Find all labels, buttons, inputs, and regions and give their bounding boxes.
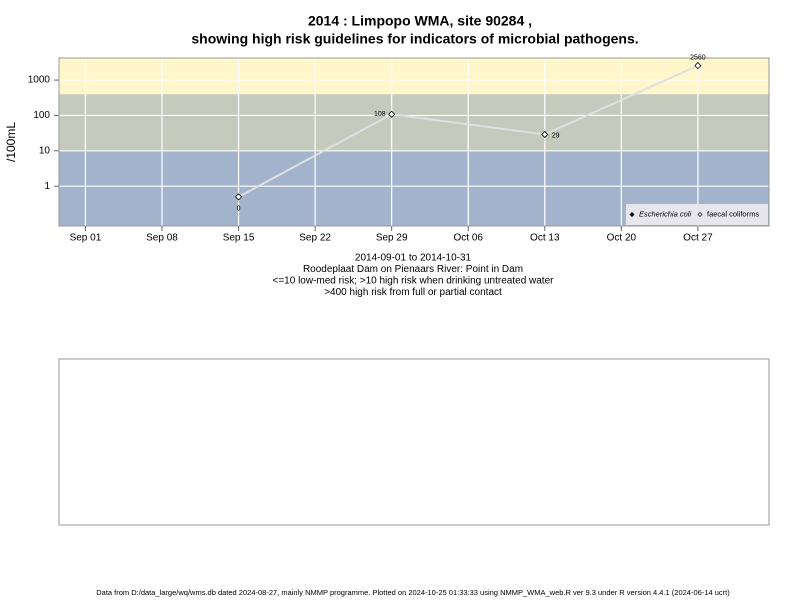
data-point [694, 62, 702, 70]
caption: <=10 low-med risk; >10 high risk when dr… [273, 276, 555, 287]
caption: >400 high risk from full or partial cont… [324, 287, 502, 298]
x-tick-label: Sep 01 [70, 233, 102, 244]
footer: Data from D:/data_large/wq/wms.db dated … [96, 588, 730, 597]
plot-frame [58, 57, 770, 227]
data-line [238, 64, 699, 198]
legend-label: faecal coliforms [707, 209, 759, 218]
x-tick-label: Sep 15 [223, 233, 255, 244]
risk-band [59, 94, 769, 151]
risk-band [59, 58, 769, 95]
caption: 2014-09-01 to 2014-10-31 [355, 253, 472, 264]
legend-label: Escherichia coli [639, 209, 691, 218]
legend-marker [629, 212, 635, 217]
data-label: 0 [237, 206, 241, 213]
y-axis-label: /100mL [4, 122, 18, 162]
y-tick-label: 10 [39, 145, 51, 156]
x-tick-label: Oct 20 [607, 233, 637, 244]
legend-marker [697, 212, 703, 217]
x-tick-label: Sep 22 [299, 233, 331, 244]
data-label: 29 [552, 132, 560, 139]
x-tick-label: Sep 29 [376, 233, 408, 244]
data-point [541, 130, 549, 139]
y-tick-label: 100 [33, 110, 50, 121]
chart-subtitle: showing high risk guidelines for indicat… [191, 31, 638, 47]
data-label: 2560 [690, 54, 706, 61]
data-point [234, 193, 243, 201]
empty-panel [58, 358, 770, 526]
y-tick-label: 1000 [28, 75, 51, 86]
x-tick-label: Sep 08 [146, 233, 178, 244]
legend-box [626, 204, 768, 225]
x-tick-label: Oct 27 [683, 233, 713, 244]
chart-title: 2014 : Limpopo WMA, site 90284 , [308, 13, 532, 29]
caption: Roodeplaat Dam on Pienaars River: Point … [303, 264, 523, 275]
x-tick-label: Oct 06 [453, 233, 483, 244]
data-point [388, 110, 396, 118]
data-label: 108 [374, 111, 386, 118]
y-tick-label: 1 [44, 181, 50, 192]
x-tick-label: Oct 13 [530, 233, 560, 244]
